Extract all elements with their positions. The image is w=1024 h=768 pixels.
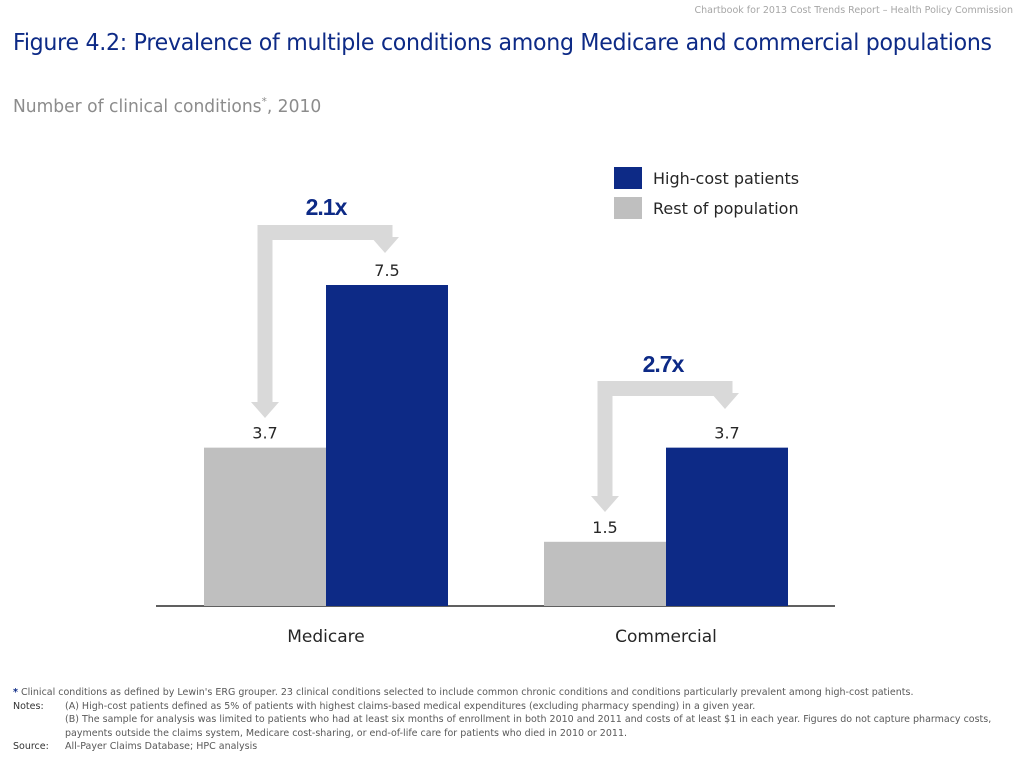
note-b: (B) The sample for analysis was limited …	[65, 714, 992, 739]
category-label: Medicare	[287, 627, 364, 647]
data-label: 1.5	[592, 518, 617, 537]
comparison-arrow-0	[251, 225, 399, 418]
chart-subtitle: Number of clinical conditions*, 2010	[13, 96, 321, 117]
comparison-arrow-1	[591, 381, 739, 512]
header-note: Chartbook for 2013 Cost Trends Report – …	[694, 5, 1013, 16]
bar-commercial-high-cost	[666, 447, 788, 606]
multiplier-annotation: 2.1x	[306, 194, 348, 220]
data-label: 7.5	[374, 261, 399, 280]
footnote-notes-row: Notes: (A) High-cost patients defined as…	[13, 700, 1003, 714]
subtitle-text: Number of clinical conditions	[13, 96, 262, 117]
multiplier-annotation: 2.7x	[643, 351, 685, 377]
note-a: (A) High-cost patients defined as 5% of …	[65, 700, 756, 712]
footnote-star-marker: *	[13, 687, 18, 698]
source-text: All-Payer Claims Database; HPC analysis	[65, 741, 258, 753]
footnote-star-text: Clinical conditions as defined by Lewin'…	[21, 687, 914, 698]
legend-label: Rest of population	[653, 199, 799, 218]
subtitle-suffix: , 2010	[266, 96, 322, 117]
footnote-note-b-row: (B) The sample for analysis was limited …	[13, 713, 1003, 740]
legend-swatch	[614, 197, 642, 219]
data-label: 3.7	[714, 424, 739, 443]
bar-medicare-high-cost	[326, 285, 448, 606]
footnote-star-row: * Clinical conditions as defined by Lewi…	[13, 686, 1003, 700]
legend-label: High-cost patients	[653, 169, 799, 188]
bar-commercial-rest	[544, 541, 666, 606]
data-label: 3.7	[252, 424, 277, 443]
comparison-arrow-shape	[251, 225, 399, 418]
comparison-arrow-shape	[591, 381, 739, 512]
chart-title: Figure 4.2: Prevalence of multiple condi…	[13, 28, 992, 56]
notes-label: Notes:	[13, 700, 44, 712]
bar-chart: 3.7 7.5 Medicare 1.5 3.7 Commercial 2.1x 2.7x Hi…	[156, 167, 835, 647]
footnote-source-row: Source: All-Payer Claims Database; HPC a…	[13, 740, 1003, 754]
footnotes: * Clinical conditions as defined by Lewi…	[13, 686, 1003, 754]
source-label: Source:	[13, 741, 49, 753]
legend-swatch	[614, 167, 642, 189]
subtitle-marker: *	[261, 95, 267, 108]
bar-medicare-rest	[204, 447, 326, 606]
category-label: Commercial	[615, 627, 717, 647]
